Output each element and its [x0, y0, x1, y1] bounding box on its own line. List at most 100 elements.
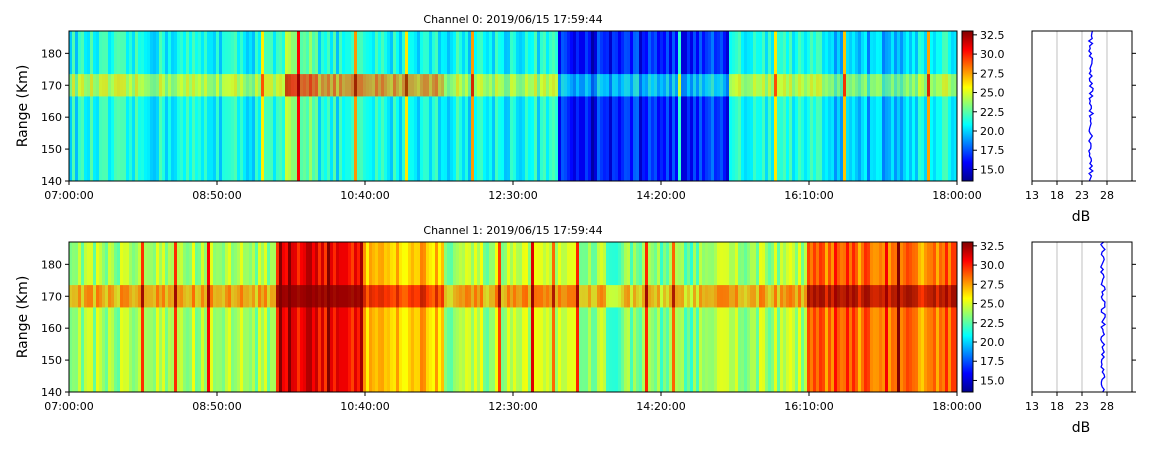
- echo-layer-cell: [132, 285, 136, 308]
- heatmap-column: [246, 31, 250, 181]
- heatmap-column: [717, 242, 721, 392]
- heatmap-column: [336, 242, 340, 392]
- echo-layer-cell: [606, 285, 610, 308]
- echo-layer-cell: [762, 285, 766, 308]
- echo-layer-cell: [558, 285, 562, 308]
- echo-layer-cell: [540, 285, 544, 308]
- echo-layer-cell: [546, 74, 550, 97]
- heatmap-column: [345, 31, 349, 181]
- heatmap-column: [495, 242, 499, 392]
- echo-layer-cell: [261, 74, 265, 97]
- echo-layer-cell: [219, 74, 223, 97]
- heatmap-column: [267, 242, 271, 392]
- echo-layer-cell: [891, 74, 895, 97]
- heatmap-column: [879, 242, 883, 392]
- echo-layer-cell: [573, 74, 577, 97]
- profile-x-tick-label: 23: [1075, 189, 1089, 202]
- echo-layer-cell: [864, 285, 868, 308]
- heatmap-column: [396, 31, 400, 181]
- heatmap-column: [411, 242, 415, 392]
- heatmap-column: [93, 31, 97, 181]
- heatmap-column: [501, 242, 505, 392]
- echo-layer-cell: [237, 74, 241, 97]
- heatmap-column: [510, 242, 514, 392]
- heatmap-column: [741, 31, 745, 181]
- echo-layer-cell: [585, 74, 589, 97]
- echo-layer-cell: [663, 285, 667, 308]
- echo-layer-cell: [696, 74, 700, 97]
- echo-layer-cell: [762, 74, 766, 97]
- heatmap-column: [522, 242, 526, 392]
- heatmap-column: [948, 242, 952, 392]
- heatmap-column: [576, 31, 580, 181]
- echo-layer-cell: [354, 285, 358, 308]
- echo-layer-cell: [537, 285, 541, 308]
- echo-layer-cell: [306, 74, 310, 97]
- echo-layer-cell: [399, 74, 403, 97]
- echo-layer-cell: [87, 285, 91, 308]
- colorbar-tick-label: 25.0: [980, 298, 1005, 311]
- echo-layer-cell: [513, 285, 517, 308]
- heatmap-column: [345, 242, 349, 392]
- echo-layer-cell: [504, 74, 508, 97]
- heatmap-column: [174, 242, 178, 392]
- heatmap-column: [291, 31, 295, 181]
- heatmap-column: [288, 242, 292, 392]
- heatmap-column: [789, 31, 793, 181]
- heatmap-column: [894, 31, 898, 181]
- heatmap-column: [177, 31, 181, 181]
- heatmap-column: [762, 31, 766, 181]
- heatmap-column: [681, 31, 685, 181]
- heatmap-column: [534, 31, 538, 181]
- echo-layer-cell: [462, 74, 466, 97]
- heatmap-column: [588, 242, 592, 392]
- echo-layer-cell: [594, 74, 598, 97]
- heatmap-column: [645, 242, 649, 392]
- heatmap-column: [459, 31, 463, 181]
- echo-layer-cell: [477, 285, 481, 308]
- echo-layer-cell: [804, 74, 808, 97]
- heatmap-column: [396, 242, 400, 392]
- echo-layer-cell: [654, 285, 658, 308]
- echo-layer-cell: [690, 74, 694, 97]
- echo-layer-cell: [444, 285, 448, 308]
- heatmap-column: [468, 31, 472, 181]
- echo-layer-cell: [927, 285, 931, 308]
- echo-layer-cell: [525, 285, 529, 308]
- heatmap-column: [825, 242, 829, 392]
- heatmap-column: [252, 31, 256, 181]
- heatmap-column: [282, 31, 286, 181]
- heatmap-column: [456, 31, 460, 181]
- echo-layer-cell: [603, 285, 607, 308]
- heatmap-column: [708, 31, 712, 181]
- echo-layer-cell: [657, 74, 661, 97]
- heatmap-column: [375, 242, 379, 392]
- echo-layer-cell: [915, 74, 919, 97]
- x-tick-label: 07:00:00: [44, 400, 93, 413]
- echo-layer-cell: [159, 285, 163, 308]
- echo-layer-cell: [918, 285, 922, 308]
- echo-layer-cell: [702, 74, 706, 97]
- heatmap-column: [369, 31, 373, 181]
- echo-layer-cell: [660, 74, 664, 97]
- y-tick-label: 170: [41, 79, 62, 92]
- echo-layer-cell: [423, 74, 427, 97]
- heatmap-column: [456, 242, 460, 392]
- heatmap-column: [216, 242, 220, 392]
- echo-layer-cell: [195, 74, 199, 97]
- echo-layer-cell: [114, 74, 118, 97]
- heatmap-column: [696, 242, 700, 392]
- heatmap-column: [765, 31, 769, 181]
- heatmap-column: [243, 31, 247, 181]
- echo-layer-cell: [561, 74, 565, 97]
- heatmap-column: [828, 31, 832, 181]
- heatmap-column: [216, 31, 220, 181]
- echo-layer-cell: [852, 74, 856, 97]
- heatmap-column: [90, 242, 94, 392]
- echo-layer-cell: [897, 285, 901, 308]
- heatmap-column: [600, 242, 604, 392]
- echo-layer-cell: [351, 74, 355, 97]
- echo-layer-cell: [624, 74, 628, 97]
- heatmap-column: [819, 242, 823, 392]
- heatmap-column: [702, 31, 706, 181]
